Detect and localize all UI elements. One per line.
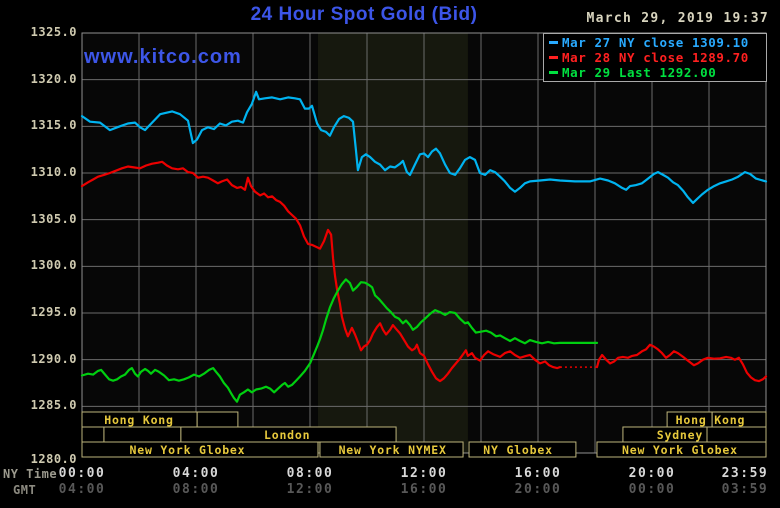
- y-tick-label: 1320.0: [30, 71, 77, 86]
- session-label: Hong Kong: [104, 413, 174, 427]
- series-line-2: [80, 278, 599, 403]
- session-label: New York Globex: [622, 443, 738, 457]
- legend-entry: Mar 28 NY close 1289.70: [549, 50, 766, 65]
- session-box: [706, 426, 767, 443]
- y-tick-label: 1280.0: [30, 452, 77, 466]
- x-tick-gmt: 12:00: [286, 482, 334, 497]
- legend-box: Mar 27 NY close 1309.10 Mar 28 NY close 1…: [543, 33, 767, 82]
- x-tick-gmt: 03:59: [721, 482, 769, 497]
- legend-entry-label: Mar 27 NY close 1309.10: [562, 35, 749, 50]
- legend-entry: Mar 27 NY close 1309.10: [549, 35, 766, 50]
- legend-entry-label: Mar 29 Last 1292.00: [562, 65, 717, 80]
- session-box: [81, 441, 319, 458]
- x-tick-ny-time: 08:00: [286, 466, 334, 481]
- chart-timestamp: March 29, 2019 19:37: [586, 11, 769, 26]
- y-tick-label: 1300.0: [30, 258, 77, 273]
- legend-entry: Mar 29 Last 1292.00: [549, 65, 766, 80]
- nymex-session-band: [317, 33, 468, 453]
- kitco-watermark-link[interactable]: www.kitco.com: [84, 46, 242, 68]
- x-tick-gmt: 04:00: [58, 482, 106, 497]
- session-label: Sydney: [657, 428, 703, 442]
- y-tick-label: 1315.0: [30, 118, 77, 133]
- x-tick-gmt: 20:00: [514, 482, 562, 497]
- session-label: NY Globex: [483, 443, 553, 457]
- legend-entry-label: Mar 28 NY close 1289.70: [562, 50, 749, 65]
- session-box: [81, 426, 105, 443]
- legend-dash-icon: [549, 40, 558, 44]
- x-tick-ny-time: 00:00: [58, 466, 106, 481]
- y-tick-label: 1295.0: [30, 305, 77, 319]
- session-box: [103, 426, 182, 443]
- gmt-axis-label: GMT: [13, 483, 37, 497]
- session-box: [319, 441, 464, 458]
- session-box: [196, 411, 239, 428]
- y-tick-label: 1310.0: [30, 165, 77, 179]
- x-tick-gmt: 08:00: [172, 482, 220, 497]
- x-tick-ny-time: 04:00: [172, 466, 220, 481]
- series-line-1: [80, 160, 562, 383]
- x-tick-gmt: 16:00: [400, 482, 448, 497]
- legend-dash-icon: [549, 70, 558, 74]
- x-tick-gmt: 00:00: [628, 482, 676, 497]
- y-tick-label: 1290.0: [30, 351, 77, 366]
- session-label: New York NYMEX: [339, 443, 447, 457]
- x-tick-ny-time: 12:00: [400, 466, 448, 481]
- legend-dash-icon: [549, 55, 558, 59]
- session-label: New York Globex: [130, 443, 246, 457]
- session-label: London: [264, 428, 310, 442]
- x-tick-ny-time: 23:59: [721, 466, 769, 481]
- x-tick-ny-time: 16:00: [514, 466, 562, 481]
- y-tick-label: 1325.0: [30, 25, 77, 39]
- y-tick-label: 1285.0: [30, 398, 77, 413]
- session-label: Hong Kong: [676, 413, 746, 427]
- session-box: [468, 441, 577, 458]
- y-tick-label: 1305.0: [30, 211, 77, 226]
- series-line-0: [80, 90, 768, 204]
- page-title: 24 Hour Spot Gold (Bid): [250, 4, 478, 25]
- y-axis-unit-label: USD/oz: [27, 6, 71, 20]
- session-box: [596, 441, 767, 458]
- ny-time-axis-label: NY Time: [3, 467, 58, 481]
- series-line-1-evening: [595, 343, 768, 383]
- x-tick-ny-time: 20:00: [628, 466, 676, 481]
